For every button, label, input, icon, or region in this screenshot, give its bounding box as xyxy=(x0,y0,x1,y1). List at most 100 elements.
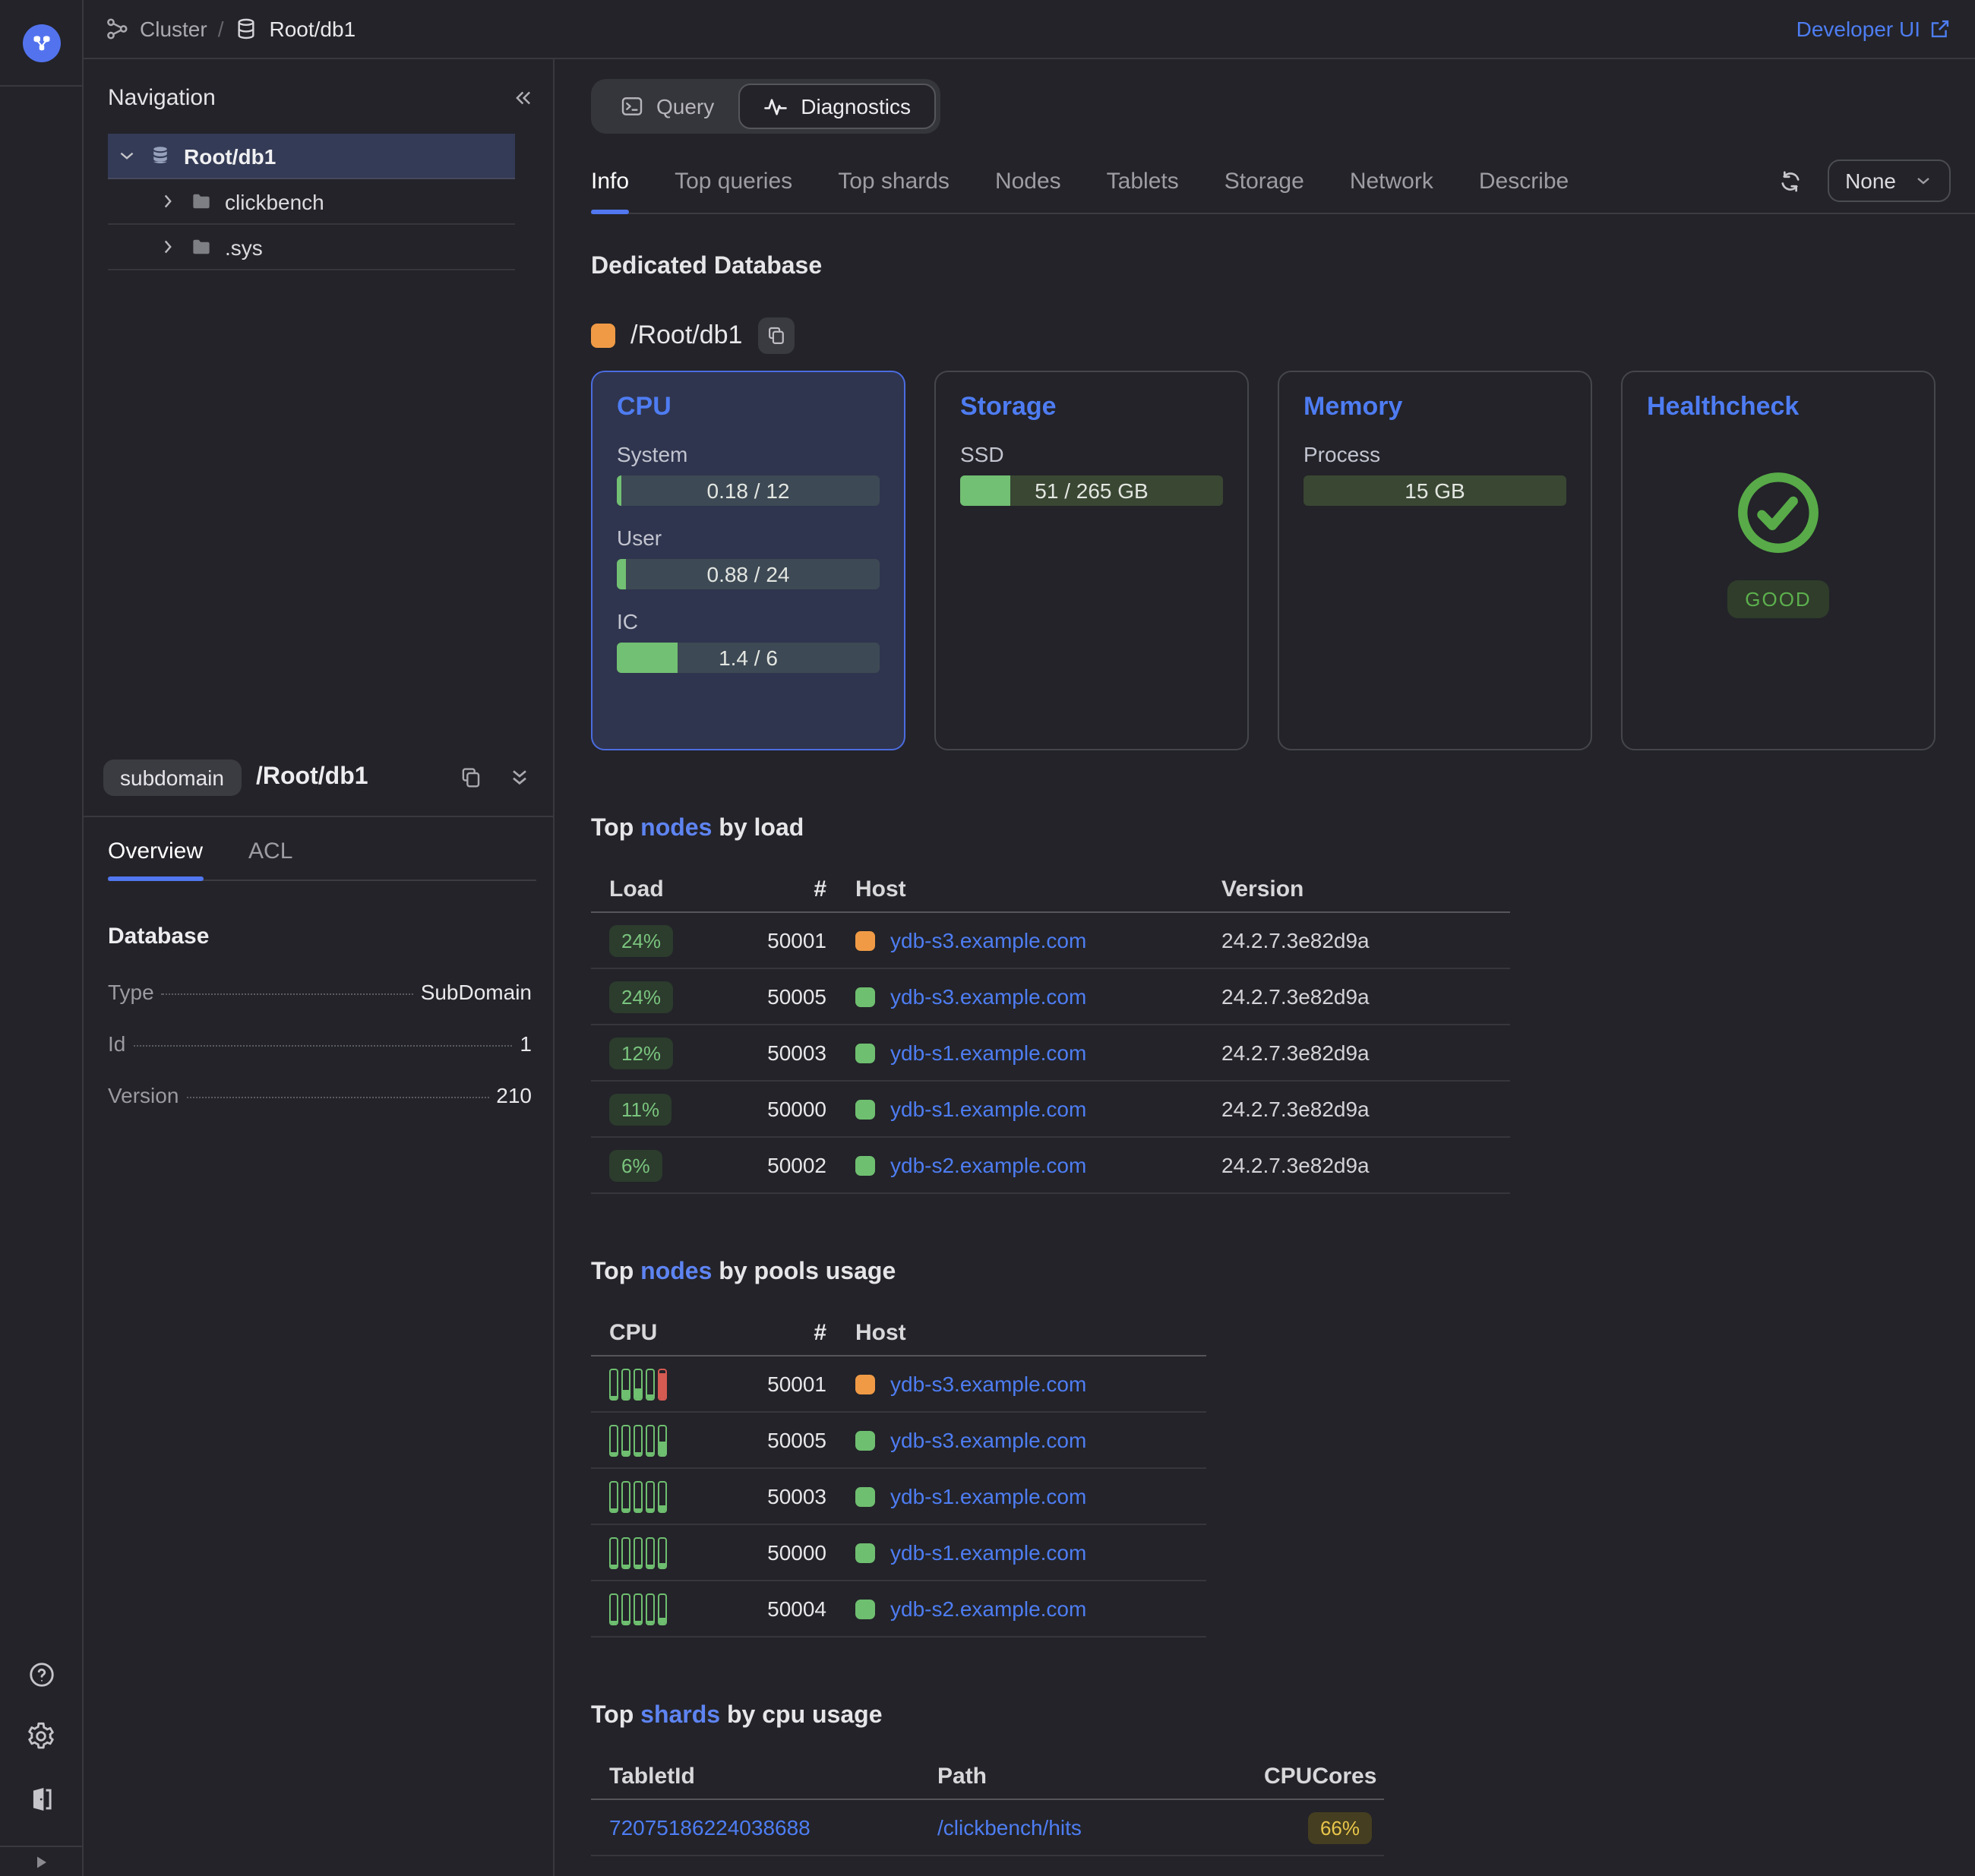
load-badge: 6% xyxy=(609,1149,662,1181)
table-row[interactable]: 72075186224038688 /clickbench/hits 66% xyxy=(591,1800,1384,1856)
tree-item-clickbench[interactable]: clickbench xyxy=(108,179,515,225)
tab-acl[interactable]: ACL xyxy=(248,839,293,864)
topbar: Cluster / Root/db1 Developer UI xyxy=(84,0,1975,59)
help-button[interactable] xyxy=(23,1656,59,1692)
expand-bottom-panel-button[interactable] xyxy=(0,1846,82,1876)
logout-door-icon xyxy=(32,1786,51,1811)
cpu-card-title: CPU xyxy=(617,392,672,421)
logout-button[interactable] xyxy=(23,1780,59,1817)
table-row[interactable]: 24% 50005 ydb-s3.example.com 24.2.7.3e82… xyxy=(591,969,1510,1025)
tab-tablets[interactable]: Tablets xyxy=(1106,169,1179,194)
table-row[interactable]: 50000 ydb-s1.example.com xyxy=(591,1525,1206,1581)
host-link[interactable]: ydb-s3.example.com xyxy=(890,984,1087,1009)
field-id: Id 1 xyxy=(108,1031,532,1056)
memory-card[interactable]: Memory Process 15 GB xyxy=(1278,371,1592,750)
host-link[interactable]: ydb-s1.example.com xyxy=(890,1041,1087,1065)
field-version: Version 210 xyxy=(108,1083,532,1107)
collapse-panel-button[interactable] xyxy=(507,765,532,789)
field-value: 1 xyxy=(520,1031,532,1056)
tab-top-queries[interactable]: Top queries xyxy=(675,169,793,194)
tab-top-shards[interactable]: Top shards xyxy=(838,169,950,194)
collapse-sidebar-button[interactable] xyxy=(512,87,535,109)
dotted-leader xyxy=(133,1045,513,1047)
tab-network[interactable]: Network xyxy=(1349,169,1433,194)
ydb-logo[interactable] xyxy=(22,24,60,62)
entity-row: /Root/db1 xyxy=(591,317,1951,354)
table-row[interactable]: 6% 50002 ydb-s2.example.com 24.2.7.3e82d… xyxy=(591,1138,1510,1194)
table-row[interactable]: 12% 50003 ydb-s1.example.com 24.2.7.3e82… xyxy=(591,1025,1510,1082)
shards-link[interactable]: shards xyxy=(640,1703,721,1729)
cpu-metric-user: User 0.88 / 24 xyxy=(617,526,880,589)
tab-overview[interactable]: Overview xyxy=(108,826,203,881)
tab-describe[interactable]: Describe xyxy=(1478,169,1569,194)
developer-ui-link[interactable]: Developer UI xyxy=(1796,17,1951,41)
field-value: 210 xyxy=(496,1083,532,1107)
object-summary-header: subdomain /Root/db1 xyxy=(84,738,553,817)
col-host: Host xyxy=(855,876,906,902)
node-version: 24.2.7.3e82d9a xyxy=(1221,1041,1370,1065)
tree-item-label: clickbench xyxy=(225,189,324,213)
col-number: # xyxy=(814,1319,826,1345)
healthcheck-body: GOOD xyxy=(1647,471,1910,618)
tab-info[interactable]: Info xyxy=(591,169,630,214)
refresh-button[interactable] xyxy=(1777,168,1803,194)
mode-diagnostics-button[interactable]: Diagnostics xyxy=(738,84,935,129)
host-link[interactable]: ydb-s2.example.com xyxy=(890,1153,1087,1177)
nodes-link[interactable]: nodes xyxy=(640,816,713,842)
host-link[interactable]: ydb-s3.example.com xyxy=(890,1372,1087,1396)
col-cpucores: CPUCores xyxy=(1264,1763,1377,1789)
host-link[interactable]: ydb-s3.example.com xyxy=(890,928,1087,952)
mode-query-label: Query xyxy=(656,94,715,118)
progress-bar: 0.88 / 24 xyxy=(617,559,880,589)
table-row[interactable]: 50001 ydb-s3.example.com xyxy=(591,1356,1206,1413)
host-link[interactable]: ydb-s2.example.com xyxy=(890,1596,1087,1621)
cpu-card[interactable]: CPU System 0.18 / 12 User xyxy=(591,371,905,750)
chevron-down-icon[interactable] xyxy=(117,146,137,166)
table-row[interactable]: 24% 50001 ydb-s3.example.com 24.2.7.3e82… xyxy=(591,913,1510,969)
field-value: SubDomain xyxy=(420,980,532,1004)
host-link[interactable]: ydb-s1.example.com xyxy=(890,1540,1087,1565)
tree-item-root-db1[interactable]: Root/db1 xyxy=(108,134,515,179)
main-panel: Query Diagnostics Info Top queries Top s… xyxy=(555,59,1975,1876)
breadcrumb-cluster-link[interactable]: Cluster xyxy=(140,17,207,41)
tab-storage[interactable]: Storage xyxy=(1224,169,1304,194)
table-row[interactable]: 50004 ydb-s2.example.com xyxy=(591,1581,1206,1638)
database-icon xyxy=(235,17,259,41)
autorefresh-select[interactable]: None xyxy=(1827,159,1951,202)
node-version: 24.2.7.3e82d9a xyxy=(1221,1153,1370,1177)
refresh-icon xyxy=(1781,170,1799,191)
chevron-right-icon[interactable] xyxy=(158,237,178,257)
top-nodes-load-table: Load # Host Version 24% 50001 ydb-s3.exa… xyxy=(591,866,1510,1194)
col-host: Host xyxy=(855,1319,906,1345)
tablet-id-link[interactable]: 72075186224038688 xyxy=(609,1815,811,1840)
chevron-right-icon[interactable] xyxy=(158,191,178,211)
metric-label: User xyxy=(617,526,662,550)
storage-card[interactable]: Storage SSD 51 / 265 GB xyxy=(934,371,1249,750)
host-status-square xyxy=(855,1430,875,1450)
host-link[interactable]: ydb-s1.example.com xyxy=(890,1097,1087,1121)
title-text: Top xyxy=(591,1259,641,1285)
diagnostics-tabs: Info Top queries Top shards Nodes Tablet… xyxy=(591,169,1569,214)
healthcheck-card[interactable]: Healthcheck GOOD xyxy=(1621,371,1936,750)
table-row[interactable]: 50005 ydb-s3.example.com xyxy=(591,1413,1206,1469)
settings-button[interactable] xyxy=(23,1718,59,1754)
shard-path-link[interactable]: /clickbench/hits xyxy=(937,1815,1082,1840)
memory-metric-process: Process 15 GB xyxy=(1304,442,1566,506)
mode-query-button[interactable]: Query xyxy=(596,84,738,129)
copy-entity-button[interactable] xyxy=(757,317,795,354)
table-row[interactable]: 50003 ydb-s1.example.com xyxy=(591,1469,1206,1525)
table-row[interactable]: 11% 50000 ydb-s1.example.com 24.2.7.3e82… xyxy=(591,1082,1510,1138)
app-content: Cluster / Root/db1 Developer UI xyxy=(84,0,1975,1876)
node-id: 50005 xyxy=(767,1428,826,1452)
check-circle-icon xyxy=(1738,472,1819,553)
host-link[interactable]: ydb-s3.example.com xyxy=(890,1428,1087,1452)
tree-item-sys[interactable]: .sys xyxy=(108,225,515,270)
nodes-link[interactable]: nodes xyxy=(640,1259,713,1285)
tab-nodes[interactable]: Nodes xyxy=(994,169,1061,194)
host-link[interactable]: ydb-s1.example.com xyxy=(890,1484,1087,1508)
cluster-icon xyxy=(105,17,129,41)
external-link-icon xyxy=(1931,20,1949,38)
node-version: 24.2.7.3e82d9a xyxy=(1221,928,1370,952)
copy-path-button[interactable] xyxy=(459,765,483,789)
cpu-pool-bars xyxy=(591,1593,700,1625)
